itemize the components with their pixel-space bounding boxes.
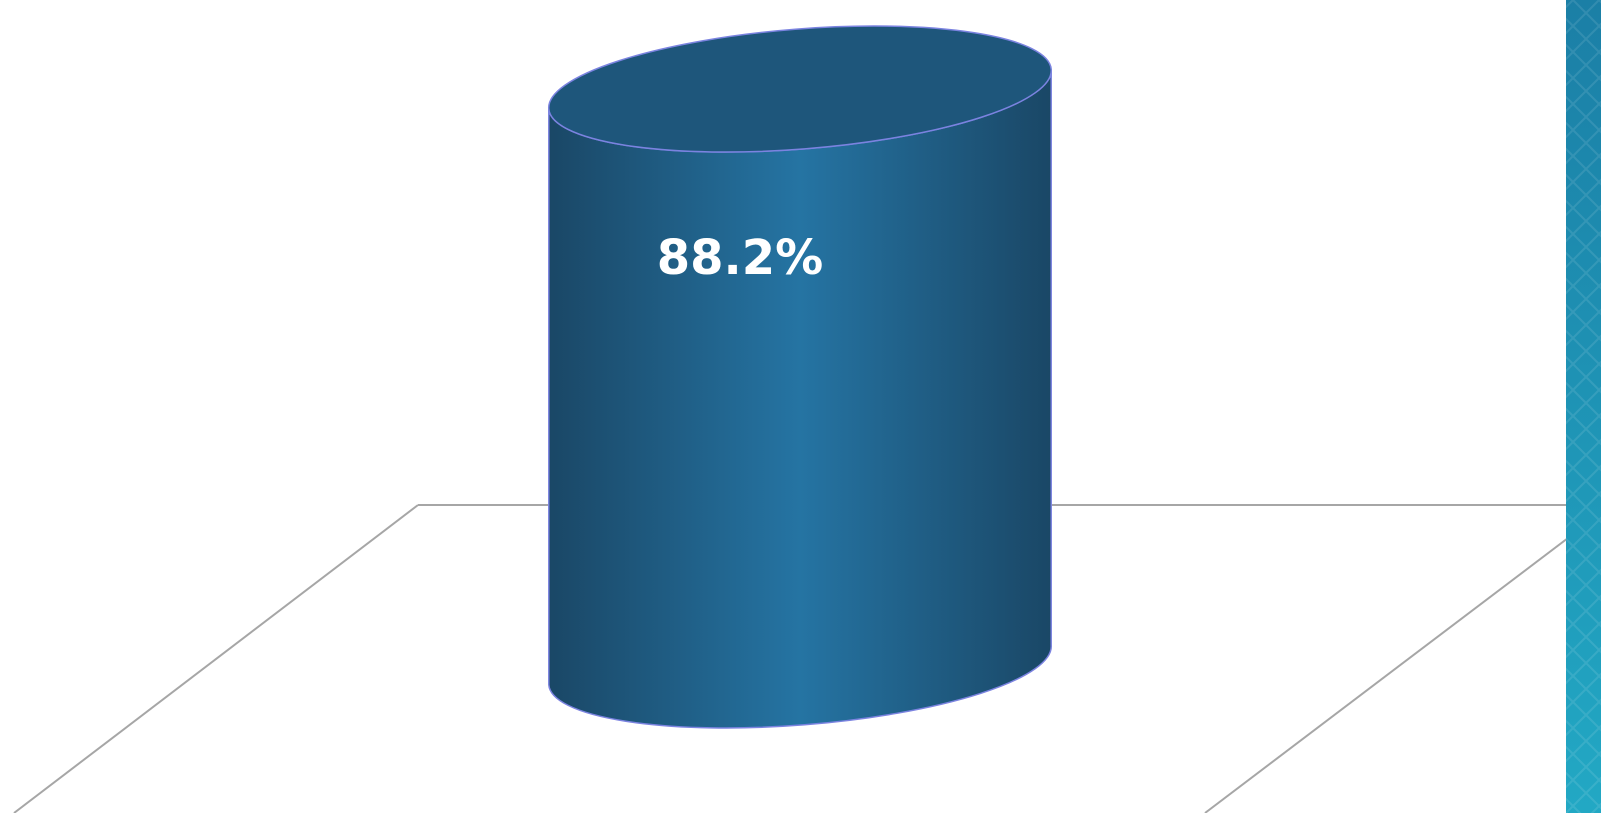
bar-0 (547, 25, 1053, 729)
floor-left-edge (13, 504, 419, 813)
cylinder-top (547, 25, 1053, 153)
floor-right-edge (1204, 512, 1601, 813)
data-label: 88.2% (657, 230, 824, 286)
decorative-side-panel (1566, 0, 1601, 813)
cylinder-body (548, 69, 1052, 729)
